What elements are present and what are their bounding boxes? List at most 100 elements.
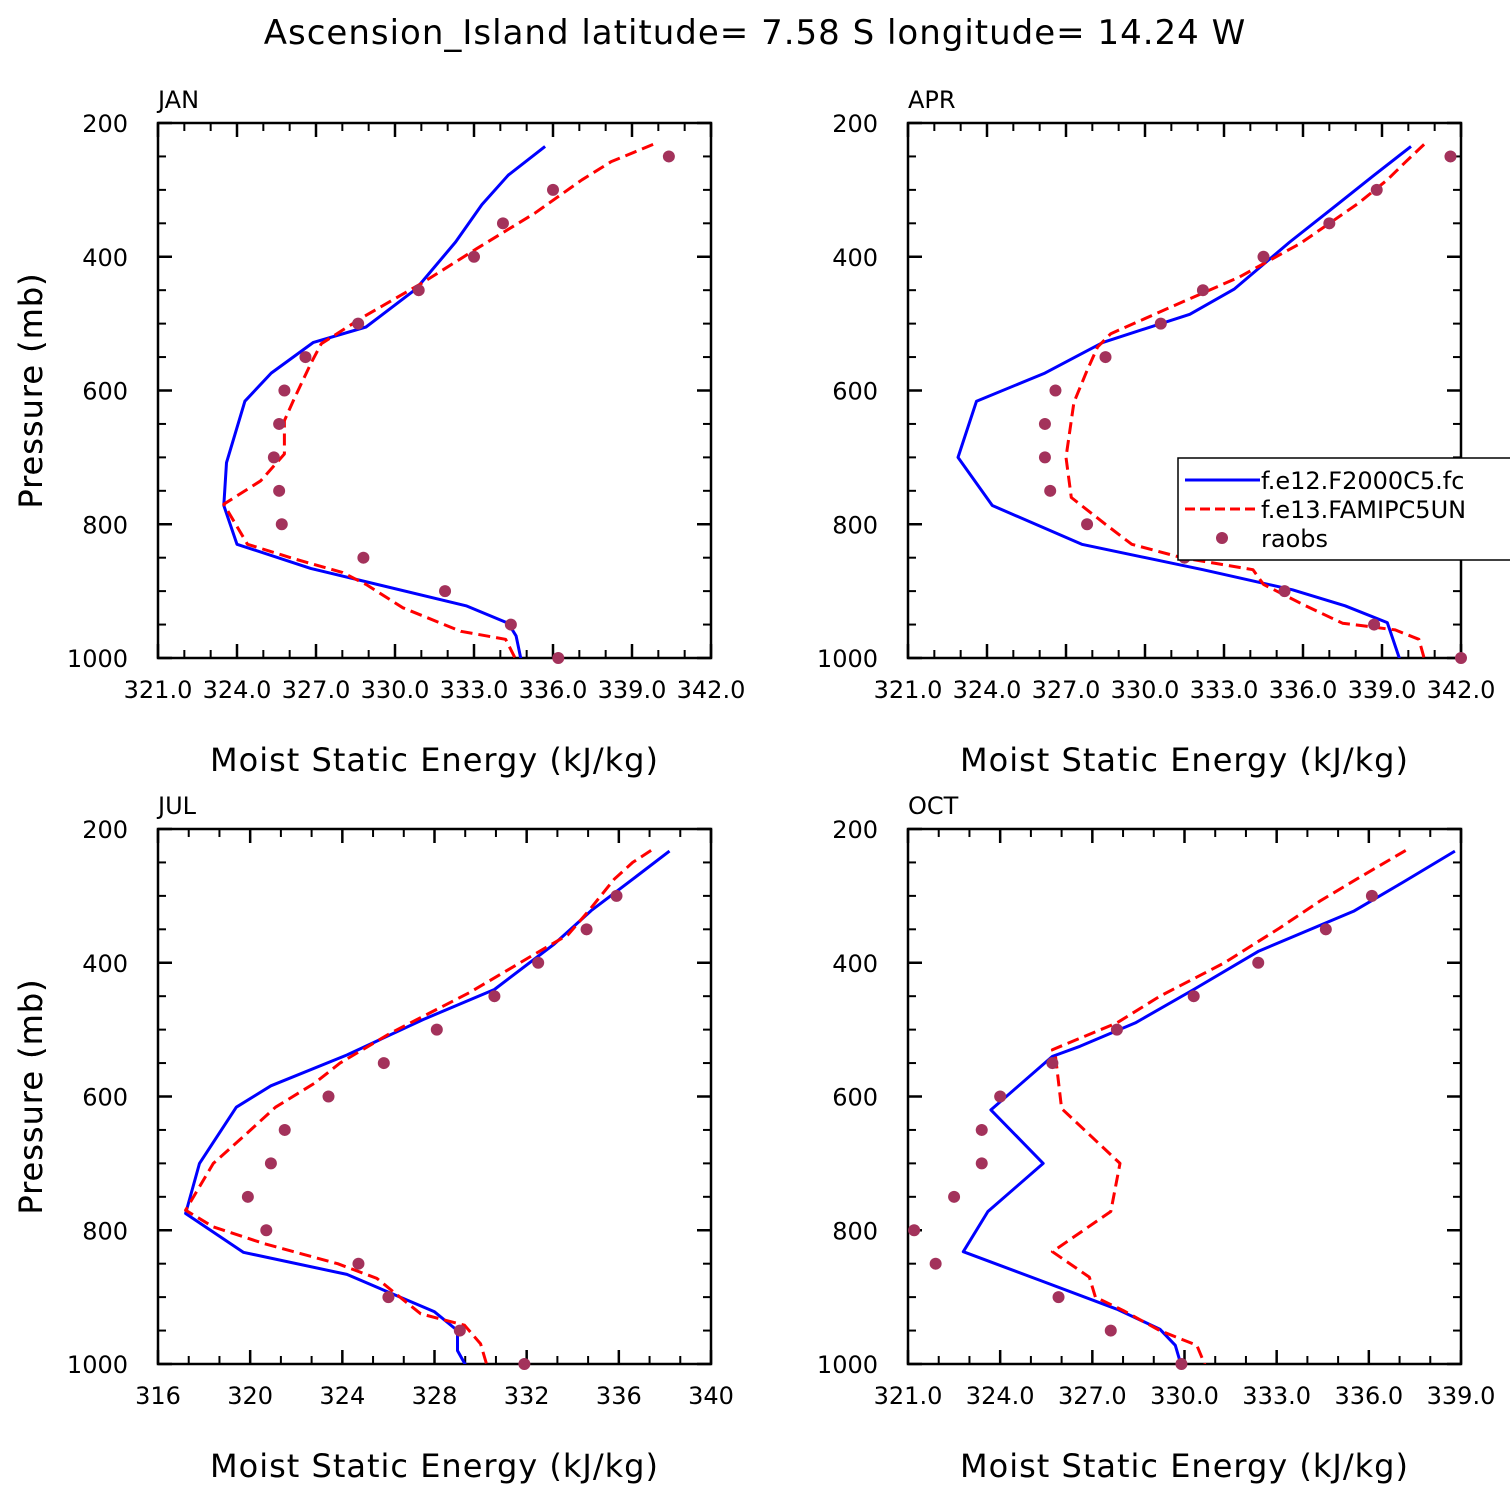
raobs-point-jul (518, 1358, 531, 1370)
legend-label-f-e12-f2000c5-fc: f.e12.F2000C5.fc (1261, 467, 1464, 495)
raobs-point-jan (496, 217, 509, 230)
raobs-point-apr (1278, 585, 1291, 598)
raobs-point-jul (241, 1190, 254, 1203)
raobs-point-apr (1099, 351, 1112, 364)
plot-area-oct (961, 849, 1456, 1364)
raobs-point-apr (1154, 317, 1167, 330)
plot-frame-oct (906, 827, 1463, 1366)
raobs-point-jan (273, 417, 286, 430)
panel-apr: APR 321.0 324.0 327.0 330.0 333.0 336.0 339.0 34… (12, 86, 1495, 779)
y-axis-label-jan: Pressure (mb) (12, 272, 50, 508)
x-tick-label-apr: 321.0 (874, 676, 943, 704)
raobs-point-jan (662, 150, 675, 163)
plot-area-jan (222, 143, 654, 658)
raobs-point-oct (1252, 956, 1265, 969)
plot-area-jul (184, 849, 671, 1364)
raobs-point-oct (994, 1090, 1007, 1103)
raobs-point-jan (352, 317, 365, 330)
raobs-point-apr (1370, 183, 1383, 196)
raobs-point-jan (547, 183, 559, 196)
raobs-point-oct (948, 1190, 961, 1203)
x-tick-label-oct: 330.0 (1150, 1382, 1219, 1410)
raobs-point-apr (1196, 284, 1209, 297)
x-axis-label-jul: Moist Static Energy (kJ/kg) (210, 1447, 659, 1485)
x-tick-label-jul: 336 (596, 1382, 642, 1410)
raobs-point-oct (1365, 889, 1378, 902)
raobs-point-jan (275, 518, 288, 531)
raobs-point-jan (299, 351, 312, 364)
x-tick-label-apr: 339.0 (1348, 676, 1417, 704)
plot-frame-apr (906, 121, 1463, 660)
y-tick-label-apr: 400 (832, 244, 878, 272)
series-line-f-e12-f2000c5-fc-jul (184, 849, 671, 1364)
x-tick-label-apr: 333.0 (1190, 676, 1259, 704)
y-tick-label-oct: 200 (832, 816, 878, 844)
y-tick-label-oct: 400 (832, 950, 878, 978)
figure-title: Ascension_Island latitude= 7.58 S longit… (264, 13, 1247, 53)
x-tick-label-oct: 324.0 (966, 1382, 1035, 1410)
raobs-point-oct (1052, 1291, 1065, 1304)
y-tick-label-jul: 200 (82, 816, 128, 844)
y-tick-label-jul: 1000 (67, 1351, 128, 1379)
y-tick-label-jan: 1000 (67, 645, 128, 673)
y-tick-label-jan: 800 (82, 511, 128, 539)
raobs-point-apr (1257, 250, 1270, 263)
x-tick-label-jul: 340 (688, 1382, 734, 1410)
x-tick-label-jan: 327.0 (282, 676, 351, 704)
raobs-point-jul (352, 1257, 365, 1270)
x-axis-label-oct: Moist Static Energy (kJ/kg) (960, 1447, 1409, 1485)
y-axis-label-jul: Pressure (mb) (12, 978, 50, 1214)
x-tick-label-jan: 330.0 (361, 676, 430, 704)
series-line-f-e13-famipc5un-jul (184, 849, 652, 1364)
y-tick-label-oct: 1000 (817, 1351, 878, 1379)
y-tick-label-jan: 600 (82, 378, 128, 406)
raobs-point-jan (468, 250, 480, 263)
legend-label-f-e13-famipc5un: f.e13.FAMIPC5UN (1261, 496, 1466, 524)
series-line-f-e12-f2000c5-fc-oct (961, 849, 1456, 1364)
raobs-point-oct (1046, 1057, 1059, 1070)
y-tick-label-jul: 600 (82, 1084, 128, 1112)
panel-label-jul: JUL (156, 792, 197, 820)
panel-label-oct: OCT (908, 792, 959, 820)
panel-jul: JUL 316 320 324 328 332 336 340 200 400 600 800 1000… (12, 792, 734, 1485)
raobs-point-jul (453, 1324, 466, 1337)
raobs-point-oct (929, 1257, 942, 1270)
plot-frame-jan (156, 121, 713, 660)
panel-oct: OCT 321.0 324.0 327.0 330.0 333.0 336.0 339.0 20… (12, 792, 1495, 1485)
x-axis-label-jan: Moist Static Energy (kJ/kg) (210, 741, 659, 779)
panel-label-apr: APR (908, 86, 956, 114)
y-tick-label-apr: 800 (832, 511, 878, 539)
series-line-f-e12-f2000c5-fc-apr (956, 145, 1412, 658)
x-tick-label-jul: 332 (504, 1382, 550, 1410)
raobs-point-apr (1044, 484, 1057, 497)
raobs-point-jan (273, 484, 286, 497)
raobs-point-jul (430, 1023, 443, 1036)
x-tick-label-oct: 336.0 (1334, 1382, 1403, 1410)
raobs-point-jan (504, 618, 517, 631)
legend-label-raobs: raobs (1261, 525, 1328, 553)
series-line-f-e13-famipc5un-oct (1050, 849, 1407, 1364)
y-tick-label-apr: 1000 (817, 645, 878, 673)
raobs-point-jul (377, 1057, 390, 1070)
raobs-point-apr (1455, 652, 1467, 664)
series-line-f-e13-famipc5un-jan (222, 143, 654, 658)
raobs-point-oct (1187, 990, 1200, 1003)
raobs-point-oct (975, 1123, 988, 1136)
x-tick-label-apr: 324.0 (953, 676, 1022, 704)
x-tick-label-oct: 321.0 (874, 1382, 943, 1410)
raobs-point-apr (1038, 417, 1051, 430)
raobs-point-oct (1104, 1324, 1117, 1337)
panels: JAN 321.0 324.0 327.0 330.0 333.0 336.0 339.0 34… (12, 86, 1495, 1485)
x-tick-label-jan: 321.0 (124, 676, 193, 704)
raobs-point-oct (1319, 923, 1332, 936)
raobs-point-apr (1081, 518, 1094, 531)
plot-frame-jul (156, 827, 713, 1366)
raobs-point-apr (1038, 451, 1051, 464)
raobs-point-jul (610, 889, 623, 902)
x-tick-label-jan: 324.0 (203, 676, 272, 704)
raobs-point-jan (357, 551, 370, 564)
raobs-point-jul (532, 956, 545, 969)
raobs-point-oct (1110, 1023, 1123, 1036)
